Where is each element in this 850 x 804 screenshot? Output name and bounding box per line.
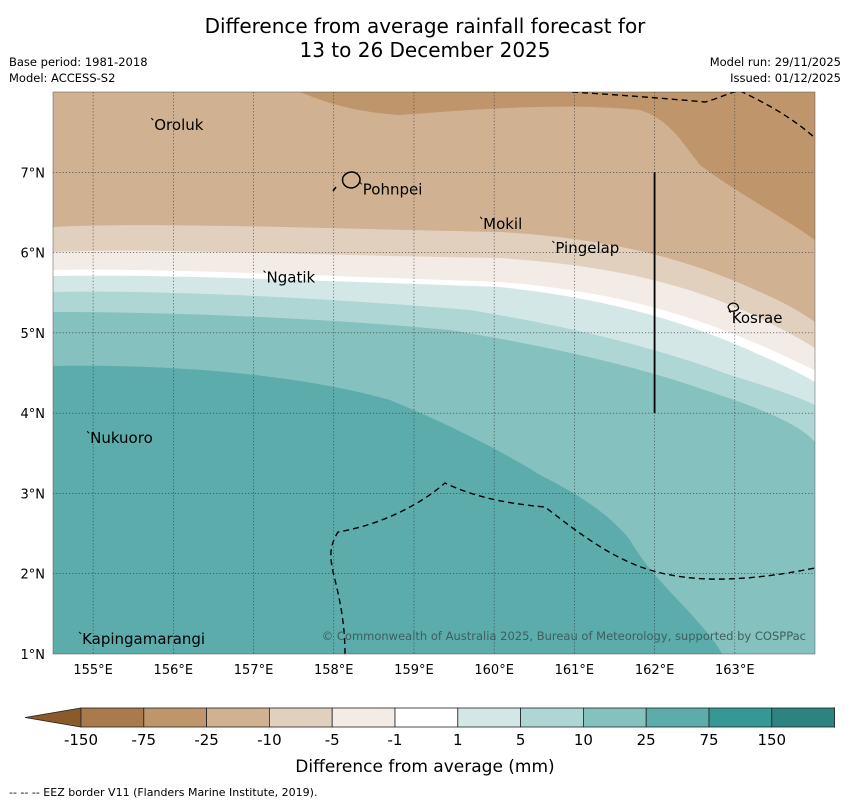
lat-tick-label: 4°N <box>21 407 46 422</box>
colorbar-swatch <box>520 707 584 728</box>
place-label: Pingelap <box>555 239 619 257</box>
colorbar-tick-label: 150 <box>757 731 786 749</box>
lon-tick-label: 157°E <box>234 663 274 678</box>
colorbar-tick-label: -25 <box>194 731 219 749</box>
colorbar-tick-label: 75 <box>699 731 718 749</box>
lon-tick-label: 156°E <box>154 663 194 678</box>
colorbar-swatch <box>331 707 396 728</box>
place-marker <box>359 181 363 185</box>
colorbar-swatch <box>80 707 145 728</box>
lat-tick-label: 6°N <box>21 247 46 262</box>
colorbar-swatch <box>457 707 521 728</box>
place-label: Mokil <box>483 215 522 233</box>
colorbar-swatch <box>645 707 710 728</box>
model-name: Model: ACCESS-S2 <box>9 71 116 85</box>
lat-tick-label: 2°N <box>21 568 46 583</box>
map-frame <box>52 91 816 655</box>
band-minus75 <box>300 92 815 240</box>
colorbar-tick-label: -75 <box>132 731 157 749</box>
place-label: Ngatik <box>267 269 316 287</box>
longitude-ticks: 155°E 156°E 157°E 158°E 159°E 160°E 161°E 162°E… <box>73 663 754 678</box>
colorbar-swatch <box>394 707 459 728</box>
colorbar-swatch <box>771 707 835 728</box>
place-label: Kosrae <box>732 309 783 327</box>
lon-tick-label: 159°E <box>394 663 434 678</box>
latitude-ticks: 7°N 6°N 5°N 4°N 3°N 2°N 1°N <box>21 166 46 663</box>
place-marker <box>86 430 90 434</box>
place-label: Nukuoro <box>90 429 153 447</box>
lon-tick-label: 162°E <box>635 663 675 678</box>
model-run: Model run: 29/11/2025 <box>709 55 841 69</box>
run-info: Model run: 29/11/2025 Issued: 01/12/2025 <box>710 54 841 86</box>
map-title: Difference from average rainfall forecas… <box>0 14 850 62</box>
colorbar-swatch <box>206 707 270 728</box>
colorbar-tick-label: 10 <box>574 731 593 749</box>
issued-date: Issued: 01/12/2025 <box>730 71 841 85</box>
base-info: Base period: 1981-2018 Model: ACCESS-S2 <box>9 54 148 86</box>
lon-tick-label: 158°E <box>314 663 354 678</box>
lat-tick-label: 1°N <box>21 648 46 663</box>
colorbar-swatch <box>268 707 333 728</box>
colorbar-tick-label: 1 <box>453 731 463 749</box>
eez-footnote: -- -- -- EEZ border V11 (Flanders Marine… <box>9 786 318 799</box>
pohnpei-reef <box>332 186 337 192</box>
base-period: Base period: 1981-2018 <box>9 55 148 69</box>
lat-tick-label: 3°N <box>21 487 46 502</box>
colorbar-tick-label: -150 <box>64 731 98 749</box>
pohnpei-outline <box>341 171 361 189</box>
lon-tick-label: 163°E <box>715 663 755 678</box>
copyright-notice: © Commonwealth of Australia 2025, Bureau… <box>322 629 806 643</box>
place-label: Pohnpei <box>363 180 423 198</box>
colorbar-low-extend <box>24 707 82 728</box>
place-labels: Oroluk Pohnpei Mokil Pingelap Ngatik Kosrae Nu… <box>78 116 783 648</box>
colorbar-swatch <box>143 707 208 728</box>
place-marker <box>150 117 154 121</box>
place-marker <box>263 270 266 273</box>
lon-tick-label: 160°E <box>474 663 514 678</box>
colorbar-tick-label: -1 <box>388 731 403 749</box>
kosrae-island <box>727 302 740 312</box>
colorbar-tick-label: -10 <box>257 731 282 749</box>
place-label: Kapingamarangi <box>82 630 205 648</box>
lon-tick-label: 161°E <box>555 663 595 678</box>
rainfall-field: © Commonwealth of Australia 2025, Bureau… <box>53 92 815 654</box>
colorbar-swatch <box>708 707 773 728</box>
place-marker <box>551 240 555 244</box>
place-marker <box>479 216 483 220</box>
colorbar-tick-label: 5 <box>516 731 526 749</box>
colorbar-swatch <box>583 707 647 728</box>
place-marker <box>728 310 732 314</box>
place-marker <box>78 631 82 635</box>
lat-tick-label: 5°N <box>21 327 46 342</box>
title-line-2: 13 to 26 December 2025 <box>299 38 551 62</box>
band-plus25 <box>53 365 722 654</box>
colorbar-tick-label: 25 <box>637 731 656 749</box>
place-label: Oroluk <box>154 116 203 134</box>
eez-border-south <box>330 482 815 654</box>
pohnpei-island <box>332 171 361 192</box>
lat-tick-label: 7°N <box>21 166 46 181</box>
title-line-1: Difference from average rainfall forecas… <box>204 14 646 38</box>
colorbar-label: Difference from average (mm) <box>295 757 554 777</box>
colorbar: -150 -75 -25 -10 -5 -1 1 5 10 25 75 150 <box>24 707 835 749</box>
colorbar-tick-label: -5 <box>325 731 340 749</box>
lon-tick-label: 155°E <box>73 663 113 678</box>
